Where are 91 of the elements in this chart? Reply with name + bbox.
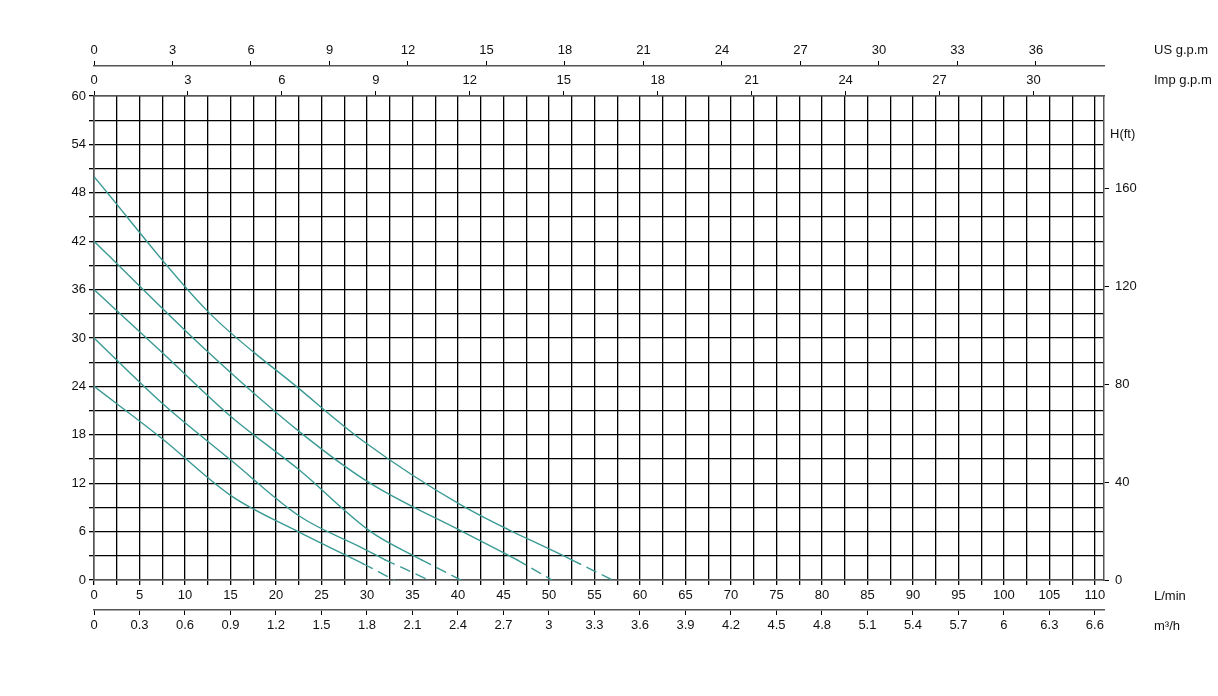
x-tick-label: 25 <box>314 587 329 603</box>
x-tick-label: 5.4 <box>903 617 922 633</box>
x-tick-label: 0 <box>90 617 98 633</box>
x2-tick-label: 24 <box>838 71 853 87</box>
x-tick-label: 85 <box>860 587 875 603</box>
y-tick-label: 30 <box>71 329 86 345</box>
y2-tick-label: 120 <box>1115 278 1137 294</box>
x2-tick-label: 21 <box>636 41 651 57</box>
x-tick-label: 50 <box>541 587 557 603</box>
x2-tick-label: 9 <box>325 41 334 57</box>
x-tick-label: 60 <box>632 587 648 603</box>
x2-tick-label: 36 <box>1028 41 1044 57</box>
y-tick-label: 36 <box>71 281 86 297</box>
x-tick-label: 45 <box>496 587 511 603</box>
x-tick-label: 1.5 <box>312 617 331 633</box>
x2-tick-label: 33 <box>950 41 965 57</box>
y2-tick-label: 160 <box>1115 180 1137 196</box>
x2-tick-label: 27 <box>932 71 947 87</box>
x-tick-label: 5.7 <box>949 617 968 633</box>
x2-tick-label: 30 <box>871 41 887 57</box>
x2-tick-label: 15 <box>556 71 571 87</box>
x-tick-label: 15 <box>223 587 238 603</box>
x-tick-label: 35 <box>405 587 420 603</box>
x2-tick-label: 6 <box>247 41 255 57</box>
x-tick-label: 0.9 <box>221 617 240 633</box>
x-tick-label: 2.7 <box>494 617 513 633</box>
x-tick-label: 70 <box>723 587 739 603</box>
y-tick-label: 12 <box>71 474 86 490</box>
x-tick-label: 3.6 <box>630 617 649 633</box>
x2-tick-label: 0 <box>90 41 98 57</box>
x-tick-label: 40 <box>450 587 466 603</box>
x-tick-label: 0.3 <box>130 617 149 633</box>
y-tick-label: 48 <box>71 184 86 200</box>
x2-tick-label: 18 <box>557 41 573 57</box>
x-tick-label: 75 <box>769 587 784 603</box>
y-tick-label: 24 <box>71 377 86 393</box>
x-tick-label: 0.6 <box>175 617 195 633</box>
x-tick-label: 4.8 <box>812 617 831 633</box>
x-tick-label: 20 <box>268 587 284 603</box>
y-tick-label: 6 <box>78 523 86 539</box>
x2-tick-label: 3 <box>184 71 192 87</box>
x2-tick-label: 9 <box>372 71 380 87</box>
x-tick-label: 4.2 <box>721 617 740 633</box>
x-tick-label: 3 <box>545 617 553 633</box>
x2-tick-label: 12 <box>462 71 478 87</box>
x-tick-label: 5.1 <box>858 617 877 633</box>
x-tick-label: 6 <box>1000 617 1008 633</box>
y-tick-label: 18 <box>71 426 86 442</box>
x2-tick-label: 30 <box>1026 71 1041 87</box>
x-tick-label: 2.4 <box>448 617 467 633</box>
x-tick-label: 1.2 <box>266 617 286 633</box>
x2-tick-label: 12 <box>400 41 416 57</box>
x2-tick-label: 18 <box>650 71 665 87</box>
y2-tick-label: 80 <box>1115 376 1130 392</box>
x-axis-title: L/min <box>1154 587 1186 603</box>
x-tick-label: 6.3 <box>1040 617 1059 633</box>
y-tick-label: 54 <box>71 135 86 151</box>
y2-axis-title: H(ft) <box>1110 125 1136 141</box>
x-tick-label: 2.1 <box>403 617 422 633</box>
x-tick-label: 1.8 <box>357 617 377 633</box>
x-tick-label: 65 <box>678 587 693 603</box>
x-tick-label: 80 <box>814 587 830 603</box>
x2-axis-title: US g.p.m <box>1154 41 1209 57</box>
x2-tick-label: 24 <box>714 41 730 57</box>
y-tick-label: 60 <box>71 87 86 103</box>
x-axis-title: m³/h <box>1154 617 1180 633</box>
x-tick-label: 90 <box>905 587 921 603</box>
x-tick-label: 3.3 <box>585 617 604 633</box>
x2-tick-label: 21 <box>744 71 759 87</box>
x-tick-label: 55 <box>587 587 602 603</box>
x-tick-label: 110 <box>1084 587 1106 603</box>
x2-tick-label: 15 <box>479 41 494 57</box>
x-tick-label: 4.5 <box>767 617 786 633</box>
x-tick-label: 3.9 <box>676 617 695 633</box>
x-tick-label: 6.6 <box>1085 617 1104 633</box>
x-tick-label: 100 <box>993 587 1015 603</box>
y-tick-label: 42 <box>71 232 86 248</box>
x2-tick-label: 3 <box>168 41 177 57</box>
y-tick-label: 0 <box>78 571 86 587</box>
x-tick-label: 10 <box>177 587 193 603</box>
y2-tick-label: 0 <box>1115 571 1123 587</box>
x-tick-label: 30 <box>359 587 375 603</box>
x-tick-label: 5 <box>135 587 144 603</box>
y2-tick-label: 40 <box>1115 473 1130 489</box>
x-tick-label: 105 <box>1038 587 1061 603</box>
x2-axis-title: Imp g.p.m <box>1154 71 1212 87</box>
x-tick-label: 0 <box>90 587 98 603</box>
x2-tick-label: 0 <box>90 71 98 87</box>
x2-tick-label: 6 <box>278 71 286 87</box>
x-tick-label: 95 <box>951 587 966 603</box>
x2-tick-label: 27 <box>793 41 808 57</box>
